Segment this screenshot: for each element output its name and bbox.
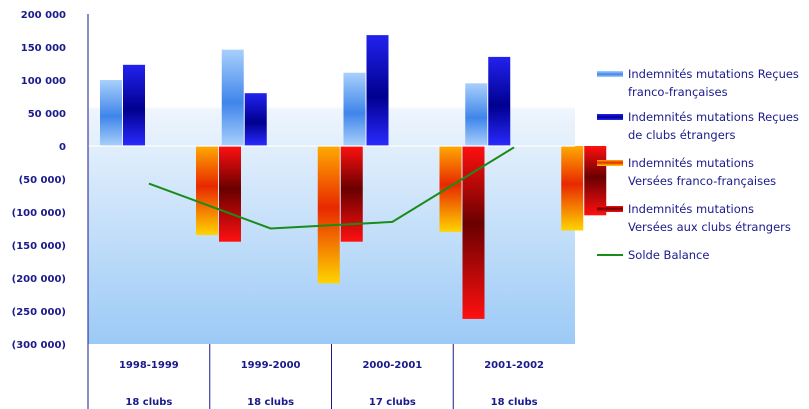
legend-label: Indemnités mutations bbox=[628, 202, 754, 216]
x-tick-label: 2000-2001 bbox=[362, 360, 422, 371]
y-tick-label: (250 000) bbox=[12, 307, 66, 318]
legend-swatch bbox=[597, 114, 623, 120]
bar-series-4-2000-2001 bbox=[462, 146, 485, 319]
y-tick-label: 0 bbox=[59, 142, 66, 153]
bar-series-4-2001-2002 bbox=[584, 146, 607, 216]
legend-swatch bbox=[597, 206, 623, 212]
legend-swatch bbox=[597, 71, 623, 77]
bar-series-3-2000-2001 bbox=[439, 146, 462, 232]
bar-series-1-1998-1999 bbox=[100, 80, 122, 146]
legend: Indemnités mutations Reçues franco-frança… bbox=[597, 67, 799, 262]
bar-series-2-1999-2000 bbox=[244, 93, 267, 146]
bar-series-1-2001-2002 bbox=[465, 83, 488, 146]
legend-label: Versées aux clubs étrangers bbox=[628, 220, 791, 234]
x-sub-label: 18 clubs bbox=[125, 397, 172, 408]
bar-series-4-1998-1999 bbox=[219, 146, 241, 242]
y-tick-label: 200 000 bbox=[21, 10, 66, 21]
series-line-solde-balance bbox=[148, 146, 515, 230]
legend-label: Solde Balance bbox=[628, 248, 709, 262]
bar-series-1-1999-2000 bbox=[221, 49, 244, 146]
bar-series-2-2001-2002 bbox=[488, 56, 511, 146]
y-tick-label: 150 000 bbox=[21, 43, 66, 54]
x-sub-label: 17 clubs bbox=[369, 397, 416, 408]
legend-label: Indemnités mutations Reçues bbox=[628, 110, 799, 124]
bar-series-3-1998-1999 bbox=[196, 146, 218, 236]
legend-swatch bbox=[597, 160, 623, 166]
bar-series-3-1999-2000 bbox=[317, 146, 340, 284]
legend-label: de clubs étrangers bbox=[628, 128, 736, 142]
legend-label: Versées franco-françaises bbox=[628, 174, 776, 188]
bar-series-3-2001-2002 bbox=[561, 146, 584, 231]
legend-label: Indemnités mutations bbox=[628, 156, 754, 170]
y-tick-label: (100 000) bbox=[12, 208, 66, 219]
x-tick-label: 2001-2002 bbox=[484, 360, 544, 371]
x-sub-label: 18 clubs bbox=[491, 397, 538, 408]
y-tick-label: (150 000) bbox=[12, 241, 66, 252]
bar-series-2-1998-1999 bbox=[123, 64, 145, 146]
bar-series-4-1999-2000 bbox=[340, 146, 363, 242]
x-tick-label: 1999-2000 bbox=[241, 360, 301, 371]
y-tick-label: (50 000) bbox=[19, 175, 66, 186]
y-tick-label: (300 000) bbox=[12, 340, 66, 351]
y-tick-label: 50 000 bbox=[28, 109, 66, 120]
x-tick-label: 1998-1999 bbox=[119, 360, 179, 371]
legend-label: franco-françaises bbox=[628, 85, 728, 99]
x-sub-label: 18 clubs bbox=[247, 397, 294, 408]
bar-series-2-2000-2001 bbox=[366, 35, 389, 147]
legend-label: Indemnités mutations Reçues bbox=[628, 67, 799, 81]
y-tick-label: (200 000) bbox=[12, 274, 66, 285]
y-tick-label: 100 000 bbox=[21, 76, 66, 87]
bar-series-1-2000-2001 bbox=[343, 72, 366, 146]
